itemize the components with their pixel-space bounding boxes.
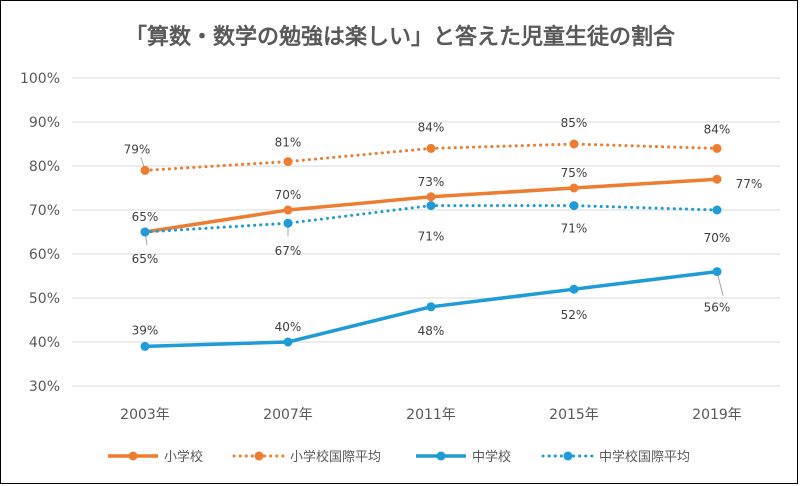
legend-marker (254, 451, 264, 461)
y-tick-label: 100% (20, 71, 60, 87)
data-label: 77% (736, 177, 763, 191)
legend-item-2: 小学校国際平均 (232, 449, 381, 465)
data-point (426, 201, 436, 211)
gridlines (72, 77, 780, 387)
legend-item-4: 中学校国際平均 (541, 449, 690, 465)
legend-label: 小学校国際平均 (290, 449, 381, 465)
data-point (712, 143, 722, 153)
data-point (569, 183, 579, 193)
data-point (712, 267, 722, 277)
data-label: 71% (561, 222, 588, 236)
data-label: 52% (561, 308, 588, 322)
data-label: 40% (275, 320, 302, 334)
legend-marker (563, 451, 573, 461)
x-axis: 2003年 2007年 2011年 2015年 2019年 (120, 407, 742, 423)
data-point (569, 284, 579, 294)
data-point (283, 205, 293, 215)
data-label: 75% (561, 166, 588, 180)
data-label: 73% (418, 175, 445, 189)
x-tick-label: 2011年 (406, 407, 456, 423)
data-point (569, 201, 579, 211)
data-point (283, 218, 293, 228)
x-tick-label: 2007年 (263, 407, 313, 423)
legend-item-1: 小学校 (108, 449, 203, 465)
y-tick-label: 60% (29, 247, 60, 263)
chart-title: 「算数・数学の勉強は楽しい」と答えた児童生徒の割合 (125, 24, 676, 50)
data-label: 67% (275, 244, 302, 258)
data-point (712, 174, 722, 184)
legend-marker (436, 451, 446, 461)
data-label: 48% (418, 324, 445, 338)
data-label: 65% (132, 252, 159, 266)
legend: 小学校 小学校国際平均 中学校 中学校国際平均 (108, 449, 690, 465)
y-tick-label: 90% (29, 115, 60, 131)
data-point (140, 341, 150, 351)
data-point (712, 205, 722, 215)
data-label: 84% (704, 122, 731, 136)
y-tick-label: 80% (29, 159, 60, 175)
legend-label: 中学校 (472, 449, 511, 465)
legend-label: 小学校 (164, 449, 203, 465)
x-tick-label: 2015年 (549, 407, 599, 423)
legend-item-3: 中学校 (416, 449, 511, 465)
data-label: 84% (418, 120, 445, 134)
x-tick-label: 2003年 (120, 407, 170, 423)
y-tick-label: 70% (29, 203, 60, 219)
data-label: 70% (275, 188, 302, 202)
legend-label: 中学校国際平均 (599, 449, 690, 465)
data-label: 81% (275, 136, 302, 150)
legend-marker (128, 451, 138, 461)
data-point (140, 165, 150, 175)
data-point (569, 139, 579, 149)
data-label: 85% (561, 116, 588, 130)
y-tick-label: 40% (29, 335, 60, 351)
data-point (426, 143, 436, 153)
data-label: 71% (418, 230, 445, 244)
data-point (140, 227, 150, 237)
data-label: 56% (704, 301, 731, 315)
data-point (426, 302, 436, 312)
series-group (140, 139, 722, 351)
data-point (426, 192, 436, 202)
data-label: 39% (132, 323, 159, 337)
data-label: 70% (704, 231, 731, 245)
data-labels: 65% 70% 73% 75% 77% 79% 81% 84% 85% 84% 39% 40% 48% 5… (124, 116, 763, 338)
data-label: 65% (132, 210, 159, 224)
data-point (283, 337, 293, 347)
data-point (283, 157, 293, 167)
y-tick-label: 50% (29, 291, 60, 307)
y-tick-label: 30% (29, 379, 60, 395)
data-label: 79% (124, 142, 151, 156)
y-axis: 30% 40% 50% 60% 70% 80% 90% 100% (20, 71, 60, 395)
x-tick-label: 2019年 (692, 407, 742, 423)
